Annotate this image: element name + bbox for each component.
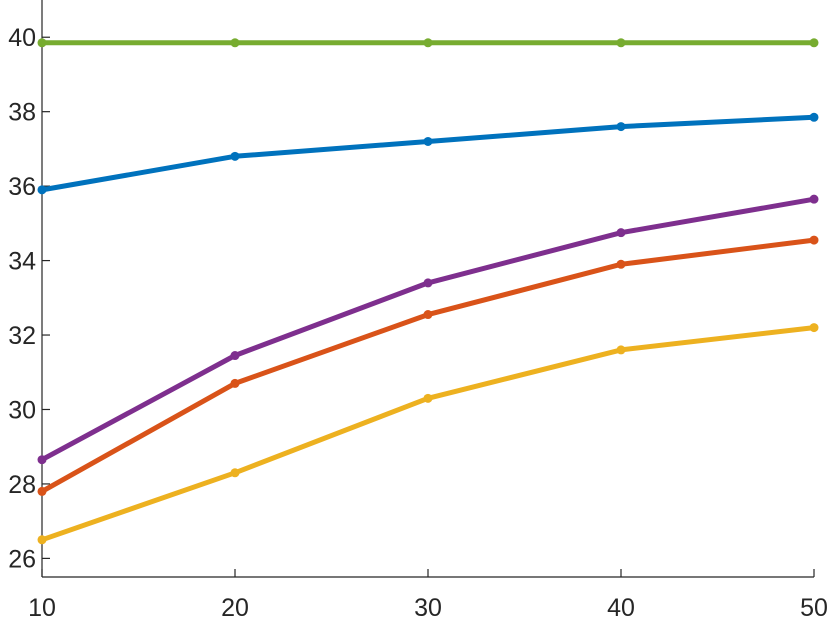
series-1 [37, 38, 819, 48]
data-point [423, 38, 433, 48]
y-tick-label: 40 [8, 24, 36, 52]
series-5 [37, 323, 819, 545]
data-point [37, 38, 47, 48]
data-point [423, 393, 433, 403]
series-line [39, 237, 817, 494]
x-tick-label: 10 [28, 594, 56, 622]
x-tick-label: 20 [221, 594, 249, 622]
data-point [809, 323, 819, 333]
series-4 [37, 235, 819, 496]
x-tick-label: 40 [607, 594, 635, 622]
y-tick-label: 38 [8, 99, 36, 127]
y-tick-label: 34 [8, 248, 36, 276]
series-2 [37, 112, 819, 195]
data-point [616, 259, 626, 269]
data-point [616, 345, 626, 355]
data-point [809, 38, 819, 48]
x-tick-label: 30 [414, 594, 442, 622]
x-tick-label: 50 [800, 594, 828, 622]
series-line [39, 196, 817, 463]
data-point [423, 310, 433, 320]
y-tick-label: 26 [8, 545, 36, 573]
plot-area [37, 38, 819, 545]
data-point [37, 535, 47, 545]
data-point [423, 136, 433, 146]
data-point [230, 38, 240, 48]
series-3 [37, 194, 819, 465]
series-line [39, 325, 817, 543]
tick-labels: 26 28 30 32 34 36 38 40 10 20 30 40 50 [8, 24, 828, 622]
data-point [616, 228, 626, 238]
data-point [809, 194, 819, 204]
data-point [809, 112, 819, 122]
y-tick-label: 30 [8, 396, 36, 424]
data-point [230, 378, 240, 388]
data-point [230, 351, 240, 361]
data-point [37, 185, 47, 195]
data-point [809, 235, 819, 245]
data-point [616, 122, 626, 132]
series-line [39, 114, 817, 193]
y-tick-label: 36 [8, 173, 36, 201]
data-point [37, 455, 47, 465]
data-point [616, 38, 626, 48]
data-point [37, 486, 47, 496]
y-tick-label: 28 [8, 471, 36, 499]
axes [41, 0, 815, 578]
data-point [423, 278, 433, 288]
data-point [230, 151, 240, 161]
data-point [230, 468, 240, 478]
y-tick-label: 32 [8, 322, 36, 350]
